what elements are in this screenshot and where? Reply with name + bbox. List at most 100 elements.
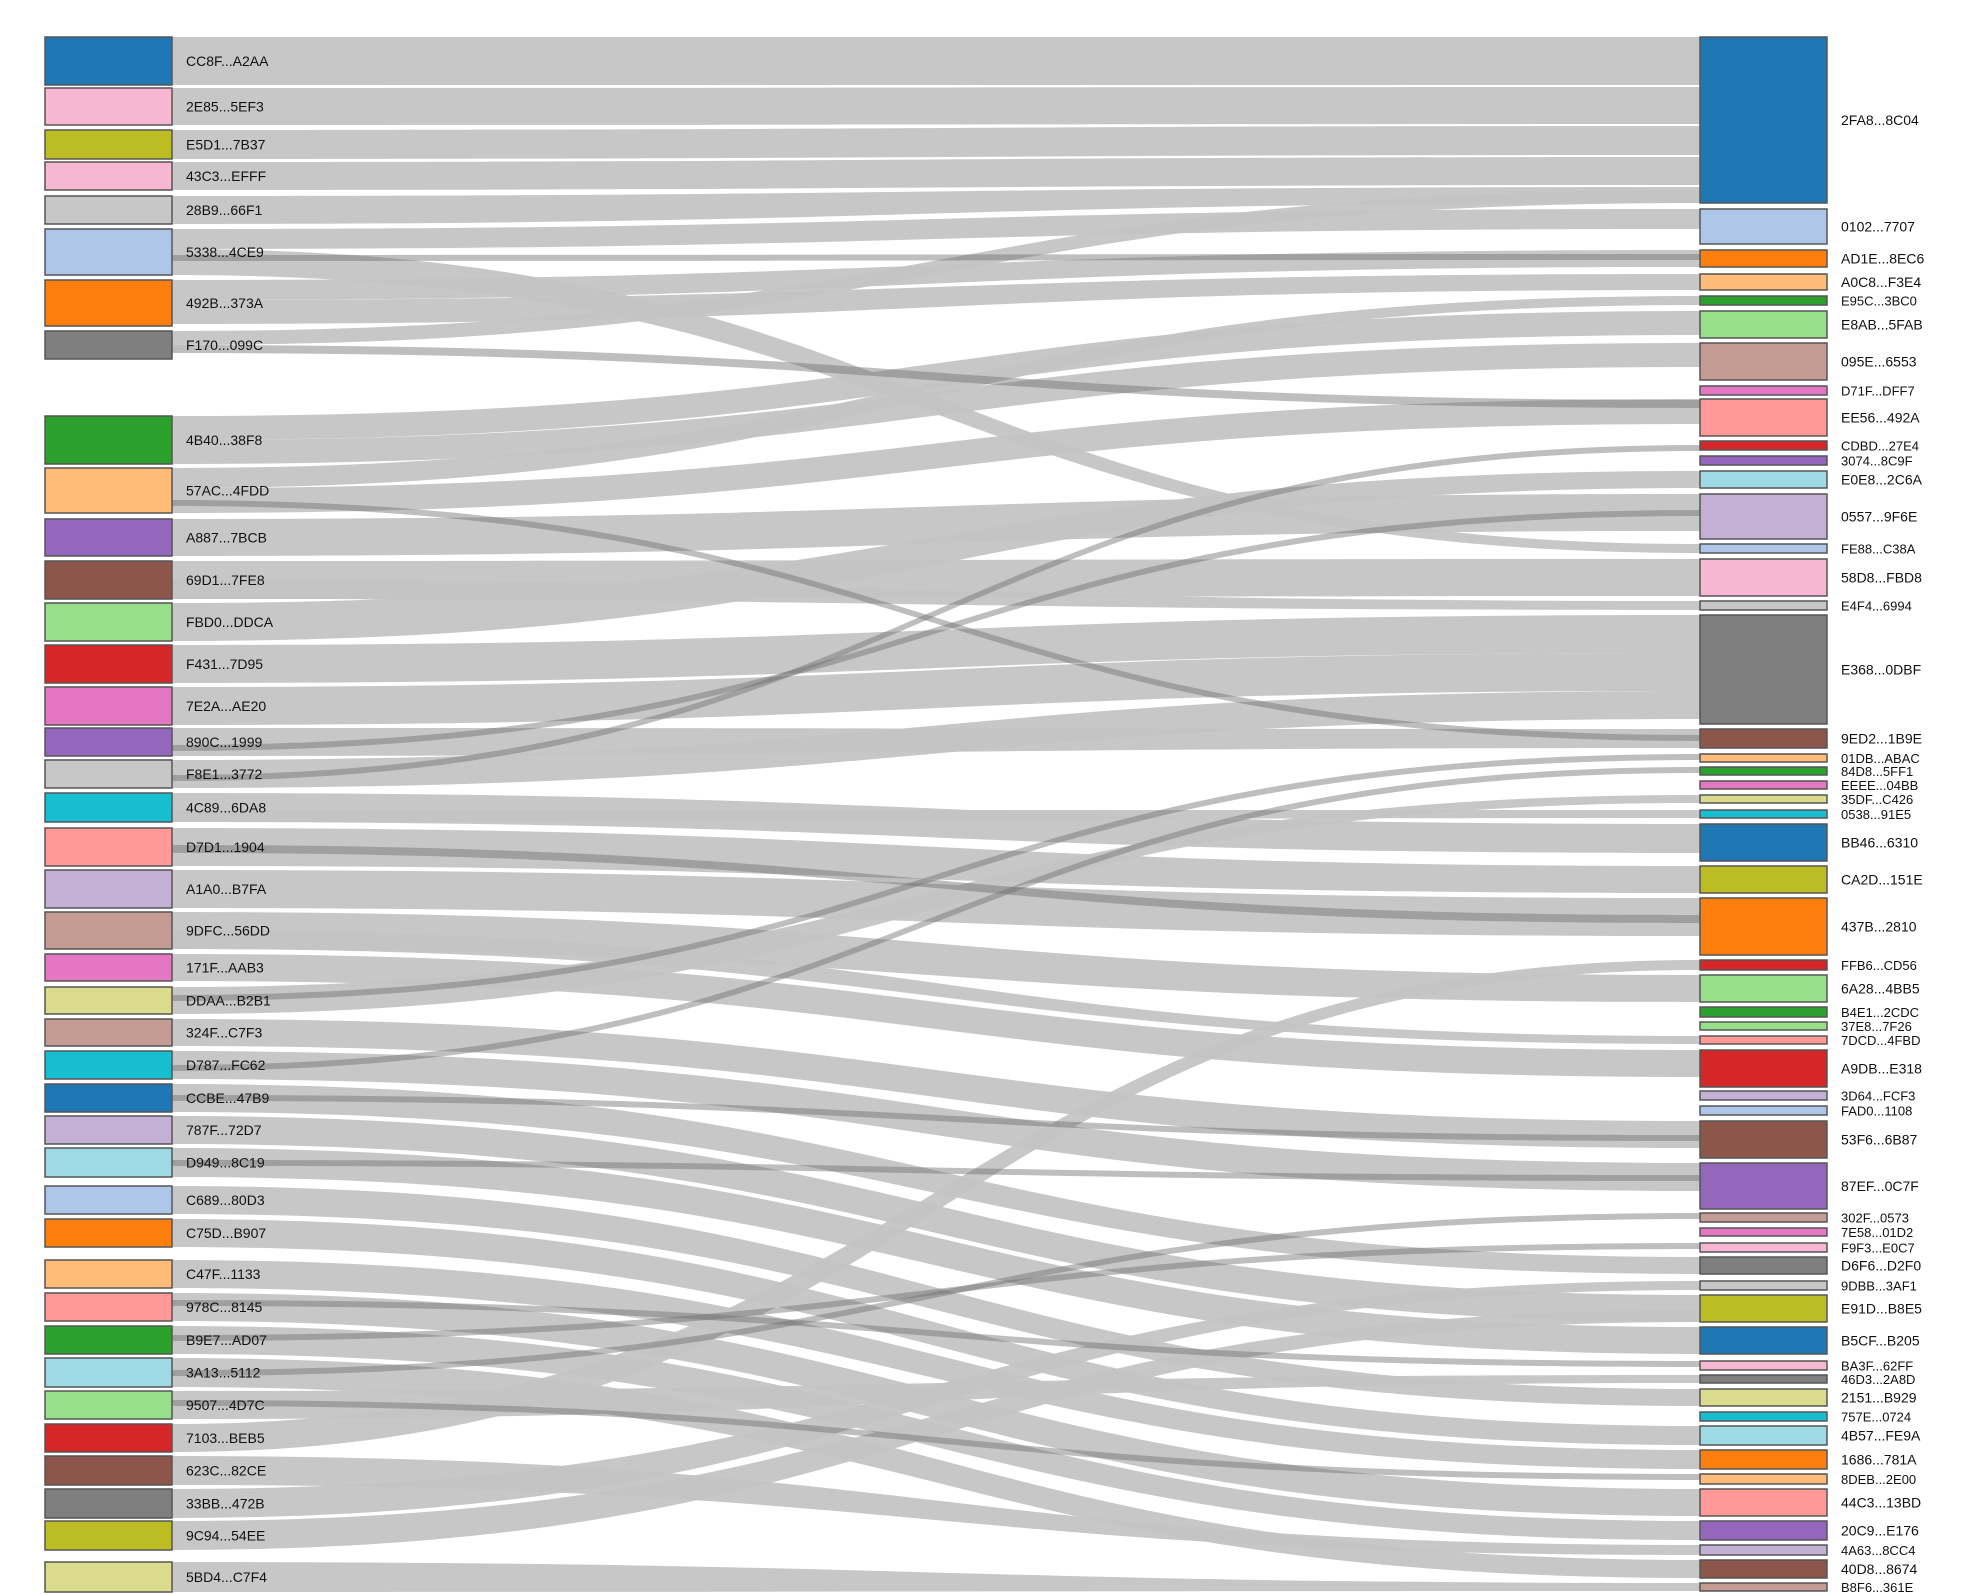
link-DDAA...B2B1-to-35DF...C426[interactable] [172, 795, 1700, 1014]
right-node-CDBD...27E4[interactable] [1699, 440, 1828, 451]
link-4C89...6DA8-to-0538...91E5[interactable] [172, 810, 1700, 822]
right-node-1686...781A[interactable] [1699, 1449, 1828, 1470]
highlighted-link-978C...8145-to-BA3F...62FF[interactable] [172, 1300, 1700, 1367]
link-C47F...1133-to-1686...781A[interactable] [172, 1260, 1700, 1469]
right-node-4A63...8CC4[interactable] [1699, 1544, 1828, 1556]
right-node-F9F3...E0C7[interactable] [1699, 1242, 1828, 1253]
left-node-B9E7...AD07[interactable] [44, 1325, 173, 1355]
left-node-43C3...EFFF[interactable] [44, 161, 173, 191]
left-node-787F...72D7[interactable] [44, 1115, 173, 1145]
left-node-F431...7D95[interactable] [44, 644, 173, 684]
left-node-9DFC...56DD[interactable] [44, 911, 173, 950]
left-node-978C...8145[interactable] [44, 1292, 173, 1322]
link-9DFC...56DD-to-7DCD...4FBD[interactable] [172, 930, 1700, 1044]
left-node-FBD0...DDCA[interactable] [44, 602, 173, 642]
right-node-40D8...8674[interactable] [1699, 1559, 1828, 1579]
right-node-01DB...ABAC[interactable] [1699, 753, 1828, 763]
right-node-58D8...FBD8[interactable] [1699, 558, 1828, 597]
right-node-0538...91E5[interactable] [1699, 809, 1828, 819]
right-node-757E...0724[interactable] [1699, 1411, 1828, 1422]
left-node-DDAA...B2B1[interactable] [44, 986, 173, 1015]
right-node-2151...B929[interactable] [1699, 1388, 1828, 1407]
left-node-CC8F...A2AA[interactable] [44, 36, 173, 86]
link-57AC...4FDD-to-E95C...3BC0[interactable] [172, 296, 1700, 488]
left-node-5338...4CE9[interactable] [44, 228, 173, 276]
link-43C3...EFFF-to-2FA8...8C04[interactable] [172, 157, 1700, 190]
link-F8E1...3772-to-E368...0DBF[interactable] [172, 691, 1700, 788]
right-node-B8F6...361E[interactable] [1699, 1582, 1828, 1592]
link-CC8F...A2AA-to-2FA8...8C04[interactable] [172, 37, 1700, 85]
right-node-44C3...13BD[interactable] [1699, 1488, 1828, 1517]
right-node-7DCD...4FBD[interactable] [1699, 1035, 1828, 1045]
right-node-84D8...5FF1[interactable] [1699, 766, 1828, 776]
link-D949...8C19-to-B5CF...B205[interactable] [172, 1148, 1700, 1354]
left-node-492B...373A[interactable] [44, 279, 173, 327]
right-node-E8AB...5FAB[interactable] [1699, 310, 1828, 339]
link-3A13...5112-to-40D8...8674[interactable] [172, 1358, 1700, 1578]
left-node-7E2A...AE20[interactable] [44, 686, 173, 726]
right-node-7E58...01D2[interactable] [1699, 1227, 1828, 1237]
right-node-9DBB...3AF1[interactable] [1699, 1280, 1828, 1291]
highlighted-link-D7D1...1904-to-437B...2810[interactable] [172, 845, 1700, 923]
left-node-57AC...4FDD[interactable] [44, 467, 173, 514]
highlighted-link-D787...FC62-to-84D8...5FF1[interactable] [172, 767, 1700, 1071]
highlighted-link-3A13...5112-to-302F...0573[interactable] [172, 1213, 1700, 1376]
right-node-FAD0...1108[interactable] [1699, 1105, 1828, 1116]
right-node-BB46...6310[interactable] [1699, 823, 1828, 862]
left-node-9507...4D7C[interactable] [44, 1390, 173, 1420]
left-node-623C...82CE[interactable] [44, 1455, 173, 1486]
right-node-437B...2810[interactable] [1699, 897, 1828, 956]
right-node-FFB6...CD56[interactable] [1699, 959, 1828, 971]
link-F170...099C-to-2FA8...8C04[interactable] [172, 190, 1700, 345]
right-node-E4F4...6994[interactable] [1699, 600, 1828, 611]
link-787F...72D7-to-E91D...B8E5[interactable] [172, 1116, 1700, 1322]
link-F431...7D95-to-E368...0DBF[interactable] [172, 615, 1700, 683]
right-node-87EF...0C7F[interactable] [1699, 1162, 1828, 1210]
left-node-C689...80D3[interactable] [44, 1185, 173, 1215]
right-node-46D3...2A8D[interactable] [1699, 1374, 1828, 1384]
right-node-EE56...492A[interactable] [1699, 398, 1828, 437]
right-node-0102...7707[interactable] [1699, 208, 1828, 245]
right-node-E368...0DBF[interactable] [1699, 614, 1828, 725]
left-node-D949...8C19[interactable] [44, 1147, 173, 1178]
right-node-8DEB...2E00[interactable] [1699, 1473, 1828, 1485]
link-D7D1...1904-to-CA2D...151E[interactable] [172, 828, 1700, 893]
right-node-A9DB...E318[interactable] [1699, 1049, 1828, 1088]
left-node-28B9...66F1[interactable] [44, 195, 173, 225]
highlighted-link-F8E1...3772-to-CDBD...27E4[interactable] [172, 445, 1700, 781]
right-node-6A28...4BB5[interactable] [1699, 974, 1828, 1003]
left-node-F170...099C[interactable] [44, 330, 173, 360]
left-node-890C...1999[interactable] [44, 727, 173, 757]
link-7103...BEB5-to-FFB6...CD56[interactable] [172, 960, 1700, 1452]
right-node-D6F6...D2F0[interactable] [1699, 1256, 1828, 1275]
right-node-35DF...C426[interactable] [1699, 794, 1828, 804]
highlighted-link-5338...4CE9-to-AD1E...8EC6[interactable] [172, 254, 1700, 261]
right-node-53F6...6B87[interactable] [1699, 1120, 1828, 1159]
right-node-A0C8...F3E4[interactable] [1699, 273, 1828, 291]
highlighted-link-890C...1999-to-0557...9F6E[interactable] [172, 510, 1700, 751]
link-CCBE...47B9-to-D6F6...D2F0[interactable] [172, 1084, 1700, 1274]
right-node-2FA8...8C04[interactable] [1699, 36, 1828, 204]
left-node-33BB...472B[interactable] [44, 1488, 173, 1519]
right-node-E0E8...2C6A[interactable] [1699, 470, 1828, 489]
right-node-EEEE...04BB[interactable] [1699, 780, 1828, 790]
highlighted-link-F170...099C-to-EE56...492A[interactable] [172, 345, 1700, 408]
right-node-BA3F...62FF[interactable] [1699, 1360, 1828, 1371]
link-E5D1...7B37-to-2FA8...8C04[interactable] [172, 126, 1700, 159]
left-node-A887...7BCB[interactable] [44, 518, 173, 557]
right-node-E91D...B8E5[interactable] [1699, 1294, 1828, 1323]
link-9C94...54EE-to-E91D...B8E5[interactable] [172, 1310, 1700, 1550]
highlighted-link-CCBE...47B9-to-53F6...6B87[interactable] [172, 1095, 1700, 1141]
right-node-D71F...DFF7[interactable] [1699, 385, 1828, 396]
left-node-A1A0...B7FA[interactable] [44, 869, 173, 909]
left-node-C75D...B907[interactable] [44, 1218, 173, 1248]
link-C75D...B907-to-4B57...FE9A[interactable] [172, 1219, 1700, 1445]
link-978C...8145-to-44C3...13BD[interactable] [172, 1293, 1700, 1516]
link-5338...4CE9-to-0102...7707[interactable] [172, 209, 1700, 249]
link-33BB...472B-to-9DBB...3AF1[interactable] [172, 1281, 1700, 1518]
right-node-AD1E...8EC6[interactable] [1699, 249, 1828, 268]
left-node-C47F...1133[interactable] [44, 1259, 173, 1289]
right-node-B4E1...2CDC[interactable] [1699, 1006, 1828, 1018]
right-node-0557...9F6E[interactable] [1699, 493, 1828, 540]
link-C689...80D3-to-2151...B929[interactable] [172, 1186, 1700, 1406]
